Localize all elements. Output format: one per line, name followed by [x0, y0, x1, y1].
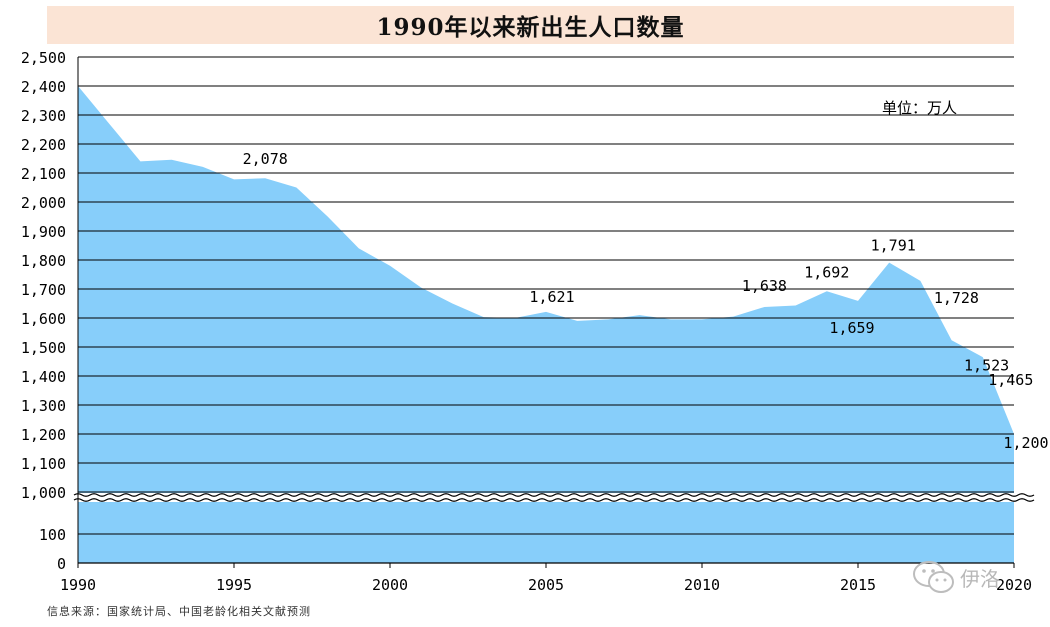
data-label: 1,621: [529, 288, 574, 306]
y-tick-label: 1,500: [21, 339, 66, 357]
watermark-text: 伊洛: [960, 566, 1000, 591]
x-tick-label: 2015: [840, 576, 876, 594]
x-tick-label: 2010: [684, 576, 720, 594]
y-tick-label: 1,400: [21, 368, 66, 386]
x-tick-label: 2005: [528, 576, 564, 594]
unit-label: 单位：万人: [882, 99, 957, 117]
x-tick-label: 1990: [60, 576, 96, 594]
data-label: 1,200: [1003, 434, 1048, 452]
data-label: 1,465: [988, 371, 1033, 389]
x-tick-label: 2020: [996, 576, 1032, 594]
axis-break-line: [73, 493, 1035, 497]
y-tick-label: 2,400: [21, 78, 66, 96]
axis-break-line: [73, 498, 1035, 502]
y-tick-label: 2,500: [21, 49, 66, 67]
y-tick-label: 1,600: [21, 310, 66, 328]
y-tick-label: 1,900: [21, 223, 66, 241]
y-tick-label: 1,300: [21, 397, 66, 415]
chart-title-bar: 1990年以来新出生人口数量: [47, 6, 1014, 44]
y-tick-label: 2,000: [21, 194, 66, 212]
y-tick-label: 0: [57, 555, 66, 573]
y-tick-label: 100: [39, 526, 66, 544]
data-label: 2,078: [243, 150, 288, 168]
y-tick-label: 1,100: [21, 455, 66, 473]
area-series: [78, 86, 1014, 563]
watermark: 伊洛: [912, 560, 1000, 594]
chart-title: 1990年以来新出生人口数量: [376, 14, 685, 41]
y-tick-label: 2,100: [21, 165, 66, 183]
y-tick-label: 1,000: [21, 484, 66, 502]
source-note: 信息来源：国家统计局、中国老龄化相关文献预测: [47, 605, 311, 618]
data-label: 1,659: [829, 319, 874, 337]
data-label: 1,791: [871, 237, 916, 255]
axis-break-gap: [72, 493, 1022, 502]
x-tick-label: 2000: [372, 576, 408, 594]
data-label: 1,523: [964, 356, 1009, 374]
y-tick-label: 2,300: [21, 107, 66, 125]
x-tick-label: 1995: [216, 576, 252, 594]
data-label: 1,728: [934, 289, 979, 307]
y-tick-label: 1,700: [21, 281, 66, 299]
data-label: 1,692: [804, 263, 849, 281]
y-tick-label: 2,200: [21, 136, 66, 154]
y-tick-label: 1,800: [21, 252, 66, 270]
y-tick-label: 1,200: [21, 426, 66, 444]
data-label: 1,638: [742, 277, 787, 295]
wechat-icon: [913, 561, 954, 593]
